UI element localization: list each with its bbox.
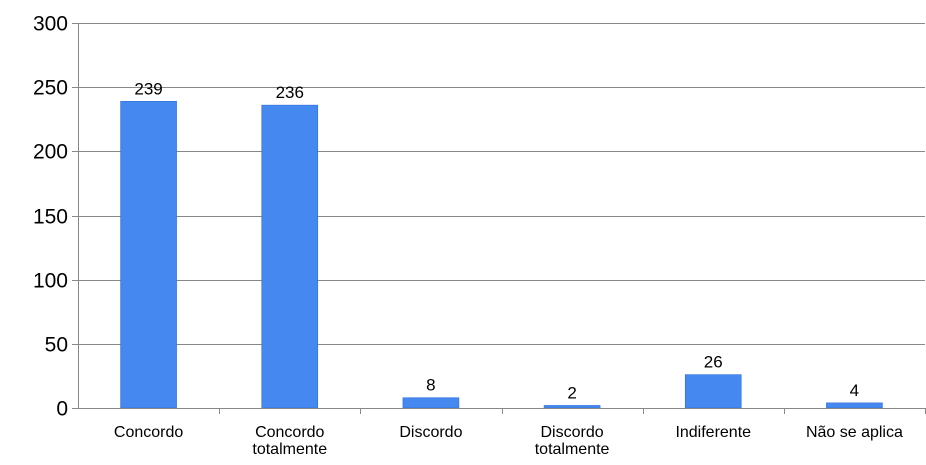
x-tick-label: Não se aplica: [806, 424, 903, 441]
y-tick-label: 100: [33, 270, 68, 293]
bar: [543, 405, 601, 409]
data-label: 239: [134, 79, 162, 98]
y-tick-label: 250: [33, 77, 68, 100]
bar: [120, 100, 177, 409]
bar: [402, 397, 460, 409]
x-tick-label: Concordo: [114, 424, 183, 441]
x-tick-label: totalmente: [252, 441, 327, 458]
x-tick-label: Indiferente: [675, 424, 751, 441]
x-tick-label: Discordo: [399, 424, 462, 441]
grid-layer: [78, 23, 925, 345]
bar: [826, 402, 883, 409]
y-tick-label: 300: [33, 13, 68, 36]
y-tick-label: 200: [33, 141, 68, 164]
bar: [684, 374, 742, 409]
y-tick-label: 50: [45, 334, 68, 357]
y-tick-label: 150: [33, 206, 68, 229]
x-tick-label: Concordo: [255, 424, 324, 441]
bar-layer: [120, 100, 883, 409]
data-label: 8: [426, 376, 435, 395]
label-layer: 0 50 100 150 200 250 300 239 Concordo 236 Concordo…: [33, 13, 903, 459]
x-tick-label: totalmente: [535, 441, 610, 458]
axis-layer: [72, 23, 926, 414]
data-label: 236: [276, 83, 304, 102]
y-tick-label: 0: [56, 398, 68, 421]
data-label: 26: [704, 353, 723, 372]
data-label: 2: [567, 383, 576, 402]
bar: [261, 104, 319, 409]
x-tick-label: Discordo: [541, 424, 604, 441]
data-label: 4: [850, 381, 859, 400]
